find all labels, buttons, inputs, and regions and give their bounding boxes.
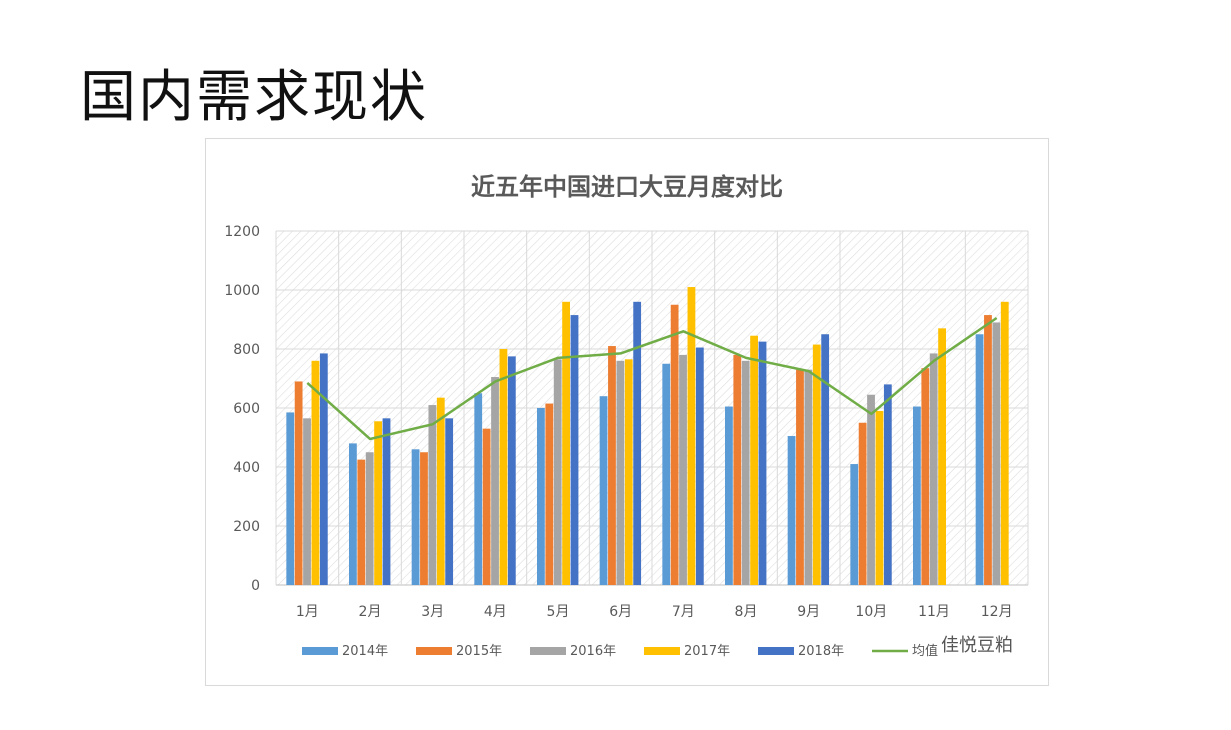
chart-svg: 0 200 400 600 800 1000 1200 1月 2月 3月 4月 5月 6月 7月 8月 9月 1… <box>224 224 1029 659</box>
bar <box>616 360 625 585</box>
x-tick-label: 7月 <box>672 604 695 620</box>
x-tick-label: 2月 <box>359 604 382 620</box>
bar <box>599 396 608 585</box>
bar-series <box>286 287 1009 585</box>
bar <box>357 459 366 585</box>
bar <box>1000 301 1009 585</box>
bar <box>984 315 992 585</box>
bar <box>812 344 821 585</box>
bar <box>787 436 796 585</box>
bar <box>662 363 671 585</box>
line-series <box>306 316 998 441</box>
legend-label: 均值 <box>912 643 938 659</box>
y-tick-label: 0 <box>251 578 260 594</box>
y-tick-label: 1000 <box>224 283 260 299</box>
x-tick-label: 11月 <box>918 604 950 620</box>
x-tick-label: 9月 <box>797 604 820 620</box>
bar <box>758 341 767 585</box>
legend: 2014年 2015年 2016年 2017年 2018年 均值 <box>302 643 938 659</box>
bar <box>570 315 579 585</box>
bar <box>411 449 420 585</box>
legend-swatch <box>302 647 338 655</box>
x-tick-label: 12月 <box>981 604 1013 620</box>
bar <box>349 443 357 585</box>
x-tick-label: 5月 <box>547 604 570 620</box>
bar <box>365 452 374 585</box>
bar <box>507 356 516 585</box>
bar <box>633 301 642 585</box>
bar <box>491 377 499 585</box>
legend-label: 2015年 <box>456 644 502 659</box>
bar <box>687 287 696 585</box>
gridlines <box>275 230 1029 586</box>
y-tick-label: 800 <box>233 342 260 358</box>
y-tick-label: 600 <box>233 401 260 417</box>
bar <box>883 384 892 585</box>
bar <box>436 397 445 585</box>
bar <box>725 406 733 585</box>
bar <box>608 346 616 585</box>
bar <box>670 304 679 585</box>
watermark: 佳悦豆粕 <box>941 635 1013 656</box>
legend-swatch <box>530 647 566 655</box>
bar <box>474 393 483 585</box>
bar <box>553 359 562 585</box>
bar <box>374 421 382 585</box>
bar <box>929 353 938 585</box>
bar <box>858 422 867 585</box>
bar <box>850 464 859 585</box>
bar <box>741 360 750 585</box>
bar <box>286 412 295 585</box>
bar <box>679 354 687 585</box>
x-tick-label: 8月 <box>735 604 758 620</box>
bar <box>695 347 704 585</box>
bar <box>921 368 930 585</box>
bar <box>796 369 804 585</box>
legend-label: 2018年 <box>798 644 844 659</box>
x-tick-label: 6月 <box>609 604 632 620</box>
bar <box>821 334 830 585</box>
bar <box>311 360 320 585</box>
bar <box>938 328 946 585</box>
bar <box>319 353 328 585</box>
bar <box>750 335 758 585</box>
x-tick-label: 3月 <box>421 604 444 620</box>
legend-label: 2017年 <box>684 644 730 659</box>
bar <box>992 322 1001 585</box>
bar <box>303 418 311 585</box>
bar <box>875 410 884 585</box>
x-tick-label: 4月 <box>484 604 507 620</box>
page-title: 国内需求现状 <box>80 65 428 130</box>
bar <box>562 301 570 585</box>
bar <box>975 334 984 585</box>
bar <box>867 394 875 585</box>
bar <box>420 452 428 585</box>
y-tick-label: 1200 <box>224 224 260 240</box>
bar <box>537 408 545 585</box>
axes: 0 200 400 600 800 1000 1200 1月 2月 3月 4月 5月 6月 7月 8月 9月 1… <box>224 224 1012 620</box>
bar <box>428 405 437 585</box>
bar <box>913 406 921 585</box>
chart-container: 近五年中国进口大豆月度对比 0 200 400 600 800 1000 1200 1月 2月 3… <box>205 138 1049 686</box>
bar <box>445 418 454 585</box>
y-tick-label: 200 <box>233 519 260 535</box>
y-tick-label: 400 <box>233 460 260 476</box>
bar <box>733 354 742 585</box>
bar <box>545 403 554 585</box>
bar <box>294 381 303 585</box>
chart-title: 近五年中国进口大豆月度对比 <box>471 173 783 201</box>
bar <box>624 359 633 585</box>
legend-swatch <box>644 647 680 655</box>
bar <box>382 418 391 585</box>
legend-label: 2016年 <box>570 644 616 659</box>
x-tick-label: 10月 <box>855 604 887 620</box>
bar <box>482 428 491 585</box>
legend-swatch <box>758 647 794 655</box>
legend-label: 2014年 <box>342 644 388 659</box>
bar <box>804 369 813 585</box>
line-series-path <box>306 316 998 441</box>
bar <box>499 349 508 585</box>
x-tick-label: 1月 <box>296 604 319 620</box>
legend-swatch <box>416 647 452 655</box>
